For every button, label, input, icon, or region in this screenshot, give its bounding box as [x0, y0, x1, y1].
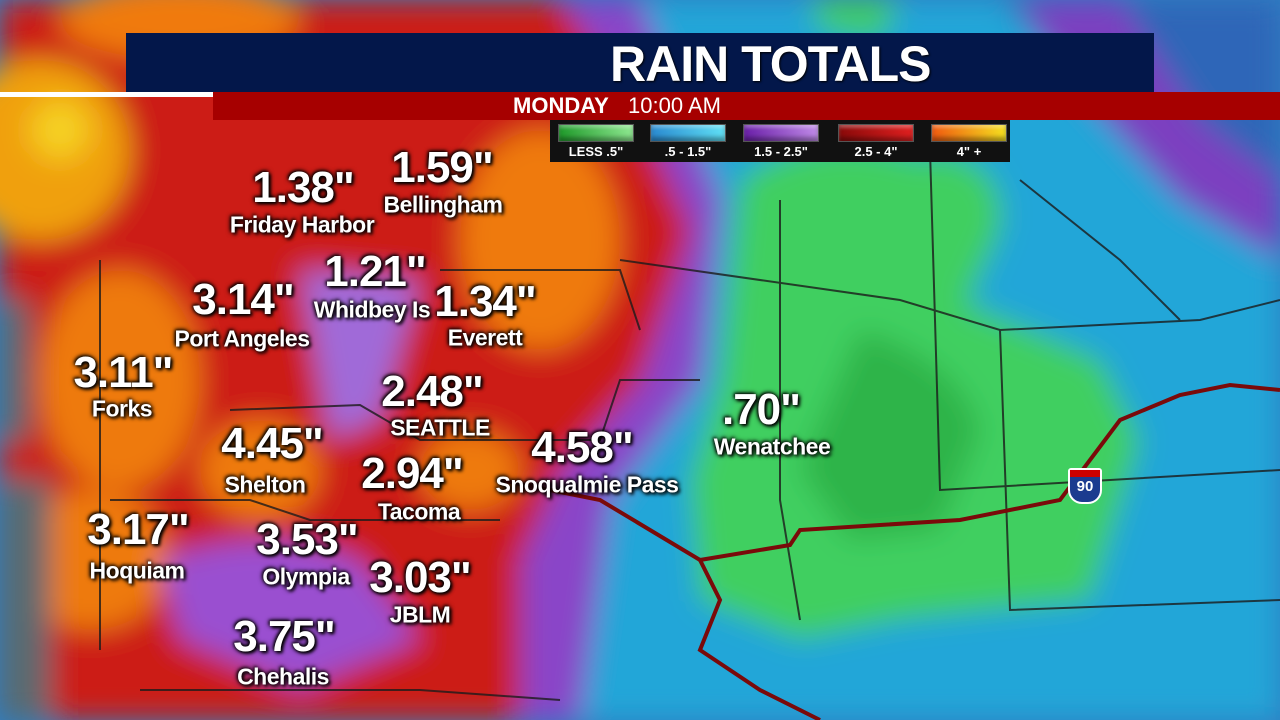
location-snoqualmie-pass: Snoqualmie Pass	[495, 471, 679, 498]
legend-item-half-to-1-5: .5 - 1.5"	[650, 124, 726, 159]
rain-value-chehalis: 3.75"	[233, 612, 335, 661]
rain-value-snoqualmie-pass: 4.58"	[531, 423, 633, 472]
rain-value-bellingham: 1.59"	[391, 143, 493, 192]
legend-label: LESS .5"	[568, 144, 624, 159]
rain-value-tacoma: 2.94"	[361, 449, 463, 498]
legend-label: .5 - 1.5"	[664, 144, 712, 159]
location-bellingham: Bellingham	[383, 191, 503, 218]
legend-item-4-plus: 4" +	[931, 124, 1007, 159]
rain-value-shelton: 4.45"	[221, 419, 323, 468]
legend-swatch	[931, 124, 1007, 142]
legend: LESS .5" .5 - 1.5" 1.5 - 2.5" 2.5 - 4" 4…	[550, 120, 1010, 162]
subtitle-bar: MONDAY 10:00 AM	[213, 92, 1280, 120]
rain-value-olympia: 3.53"	[256, 515, 358, 564]
rain-value-forks: 3.11"	[73, 348, 173, 397]
location-whidbey: Whidbey Is	[313, 296, 431, 323]
legend-item-1-5-to-2-5: 1.5 - 2.5"	[743, 124, 819, 159]
legend-swatch	[558, 124, 634, 142]
legend-label: 4" +	[956, 144, 982, 159]
location-shelton: Shelton	[224, 471, 306, 498]
location-hoquiam: Hoquiam	[89, 557, 185, 584]
legend-swatch	[838, 124, 914, 142]
accent-line	[0, 92, 213, 97]
location-olympia: Olympia	[262, 563, 350, 590]
rain-value-wenatchee: .70"	[721, 385, 801, 434]
page-title: RAIN TOTALS	[610, 36, 931, 92]
interstate-90-shield-icon: 90	[1068, 468, 1102, 504]
day-label: MONDAY	[513, 93, 609, 118]
rain-value-hoquiam: 3.17"	[87, 505, 189, 554]
legend-label: 1.5 - 2.5"	[754, 144, 808, 159]
legend-swatch	[650, 124, 726, 142]
location-everett: Everett	[447, 324, 523, 351]
rain-value-whidbey: 1.21"	[324, 247, 426, 296]
highway-number: 90	[1076, 478, 1094, 495]
legend-swatch	[743, 124, 819, 142]
time-label: 10:00 AM	[628, 93, 721, 118]
location-jblm: JBLM	[389, 601, 451, 628]
rain-value-friday-harbor: 1.38"	[252, 163, 354, 212]
location-seattle: SEATTLE	[390, 414, 490, 441]
legend-label: 2.5 - 4"	[854, 144, 898, 159]
legend-item-less-half: LESS .5"	[558, 124, 634, 159]
location-wenatchee: Wenatchee	[713, 433, 831, 460]
rain-value-port-angeles: 3.14"	[192, 275, 294, 324]
location-port-angeles: Port Angeles	[174, 325, 310, 352]
rain-value-everett: 1.34"	[434, 277, 536, 326]
location-forks: Forks	[91, 395, 153, 422]
location-chehalis: Chehalis	[237, 663, 329, 690]
rain-value-seattle: 2.48"	[381, 367, 483, 416]
legend-item-2-5-to-4: 2.5 - 4"	[838, 124, 914, 159]
rain-value-jblm: 3.03"	[369, 553, 471, 602]
title-bar: RAIN TOTALS	[126, 33, 1154, 93]
location-friday-harbor: Friday Harbor	[229, 211, 375, 238]
location-tacoma: Tacoma	[377, 498, 461, 525]
